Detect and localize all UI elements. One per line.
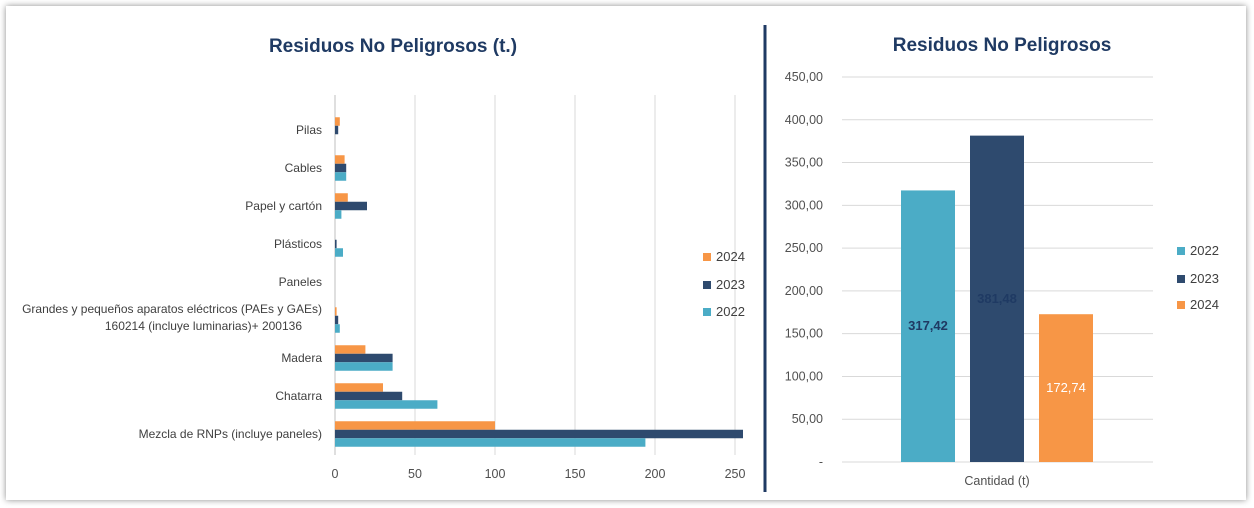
left-bar-2022 xyxy=(335,362,393,371)
left-legend-label: 2024 xyxy=(716,249,745,264)
right-legend-swatch-2023 xyxy=(1177,275,1185,283)
right-y-tick-label: 200,00 xyxy=(785,284,823,298)
right-chart-title: Residuos No Peligrosos xyxy=(893,35,1112,56)
left-category-label: Cables xyxy=(285,161,322,175)
left-bar-2024 xyxy=(335,155,345,164)
left-bar-2022 xyxy=(335,400,438,409)
left-category-label: Pilas xyxy=(296,123,322,137)
left-bar-2024 xyxy=(335,421,495,430)
left-category-label: Madera xyxy=(281,351,322,365)
right-y-tick-label: 250,00 xyxy=(785,241,823,255)
left-x-tick-label: 150 xyxy=(565,467,586,481)
left-bar-2023 xyxy=(335,429,743,439)
left-bar-2024 xyxy=(335,345,366,354)
left-legend-swatch-2022 xyxy=(703,308,711,316)
left-bar-2024 xyxy=(335,383,383,392)
right-legend-label: 2024 xyxy=(1190,297,1219,312)
left-category-label: Plásticos xyxy=(274,237,322,251)
right-bar-chart: Residuos No Peligrosos - 50,00 100,00 150,00… xyxy=(785,35,1219,488)
left-x-tick-label: 250 xyxy=(725,467,746,481)
right-bar-2023 xyxy=(970,135,1024,462)
left-bar-2023 xyxy=(335,125,339,135)
left-bar-2023 xyxy=(335,163,347,173)
right-bar-2024 xyxy=(1039,314,1093,462)
right-y-tick-label: 350,00 xyxy=(785,156,823,170)
left-category-label: Grandes y pequeños aparatos eléctricos (… xyxy=(22,302,322,316)
left-bar-2022 xyxy=(335,248,343,257)
right-y-tick-label: 450,00 xyxy=(785,70,823,84)
left-bar-2024 xyxy=(335,193,348,202)
right-legend-swatch-2022 xyxy=(1177,247,1185,255)
left-legend-swatch-2024 xyxy=(703,253,711,261)
left-bar-2022 xyxy=(335,324,340,333)
left-x-tick-label: 50 xyxy=(408,467,422,481)
left-legend-label: 2023 xyxy=(716,277,745,292)
right-x-category-label: Cantidad (t) xyxy=(964,474,1029,488)
left-category-label: Chatarra xyxy=(275,389,322,403)
right-legend-label: 2022 xyxy=(1190,243,1219,258)
left-category-label: Paneles xyxy=(279,275,322,289)
left-legend-swatch-2023 xyxy=(703,281,711,289)
right-y-tick-label: 100,00 xyxy=(785,369,823,383)
left-bar-2022 xyxy=(335,172,347,181)
left-bar-2023 xyxy=(335,239,337,249)
left-bar-2023 xyxy=(335,391,403,401)
left-chart-title: Residuos No Peligrosos (t.) xyxy=(269,36,517,57)
left-legend-label: 2022 xyxy=(716,304,745,319)
right-y-tick-label: 50,00 xyxy=(792,412,823,426)
right-y-tick-label: 300,00 xyxy=(785,198,823,212)
right-data-label-2022: 317,42 xyxy=(908,318,948,333)
left-x-tick-label: 100 xyxy=(485,467,506,481)
right-legend-label: 2023 xyxy=(1190,271,1219,286)
left-bar-chart: Residuos No Peligrosos (t.) 0 50 100 150 200 2… xyxy=(22,36,745,481)
left-x-tick-label: 200 xyxy=(645,467,666,481)
left-bar-2023 xyxy=(335,315,339,325)
right-data-label-2024: 172,74 xyxy=(1046,380,1086,395)
right-y-tick-label: 400,00 xyxy=(785,113,823,127)
left-category-label: Mezcla de RNPs (incluye paneles) xyxy=(139,427,322,441)
left-bar-2022 xyxy=(335,438,646,447)
right-bar-2022 xyxy=(901,190,955,462)
left-bar-2022 xyxy=(335,210,342,219)
left-category-label: Papel y cartón xyxy=(245,199,322,213)
left-bar-2023 xyxy=(335,201,367,211)
right-legend-swatch-2024 xyxy=(1177,301,1185,309)
left-bar-2023 xyxy=(335,353,393,363)
right-data-label-2023: 381,48 xyxy=(977,291,1017,306)
right-y-tick-label: 150,00 xyxy=(785,327,823,341)
left-x-tick-label: 0 xyxy=(332,467,339,481)
left-category-label: 160214 (incluye luminarias)+ 200136 xyxy=(105,319,302,333)
left-bar-2024 xyxy=(335,117,340,126)
right-y-tick-label: - xyxy=(819,455,823,469)
left-bar-2024 xyxy=(335,307,337,316)
